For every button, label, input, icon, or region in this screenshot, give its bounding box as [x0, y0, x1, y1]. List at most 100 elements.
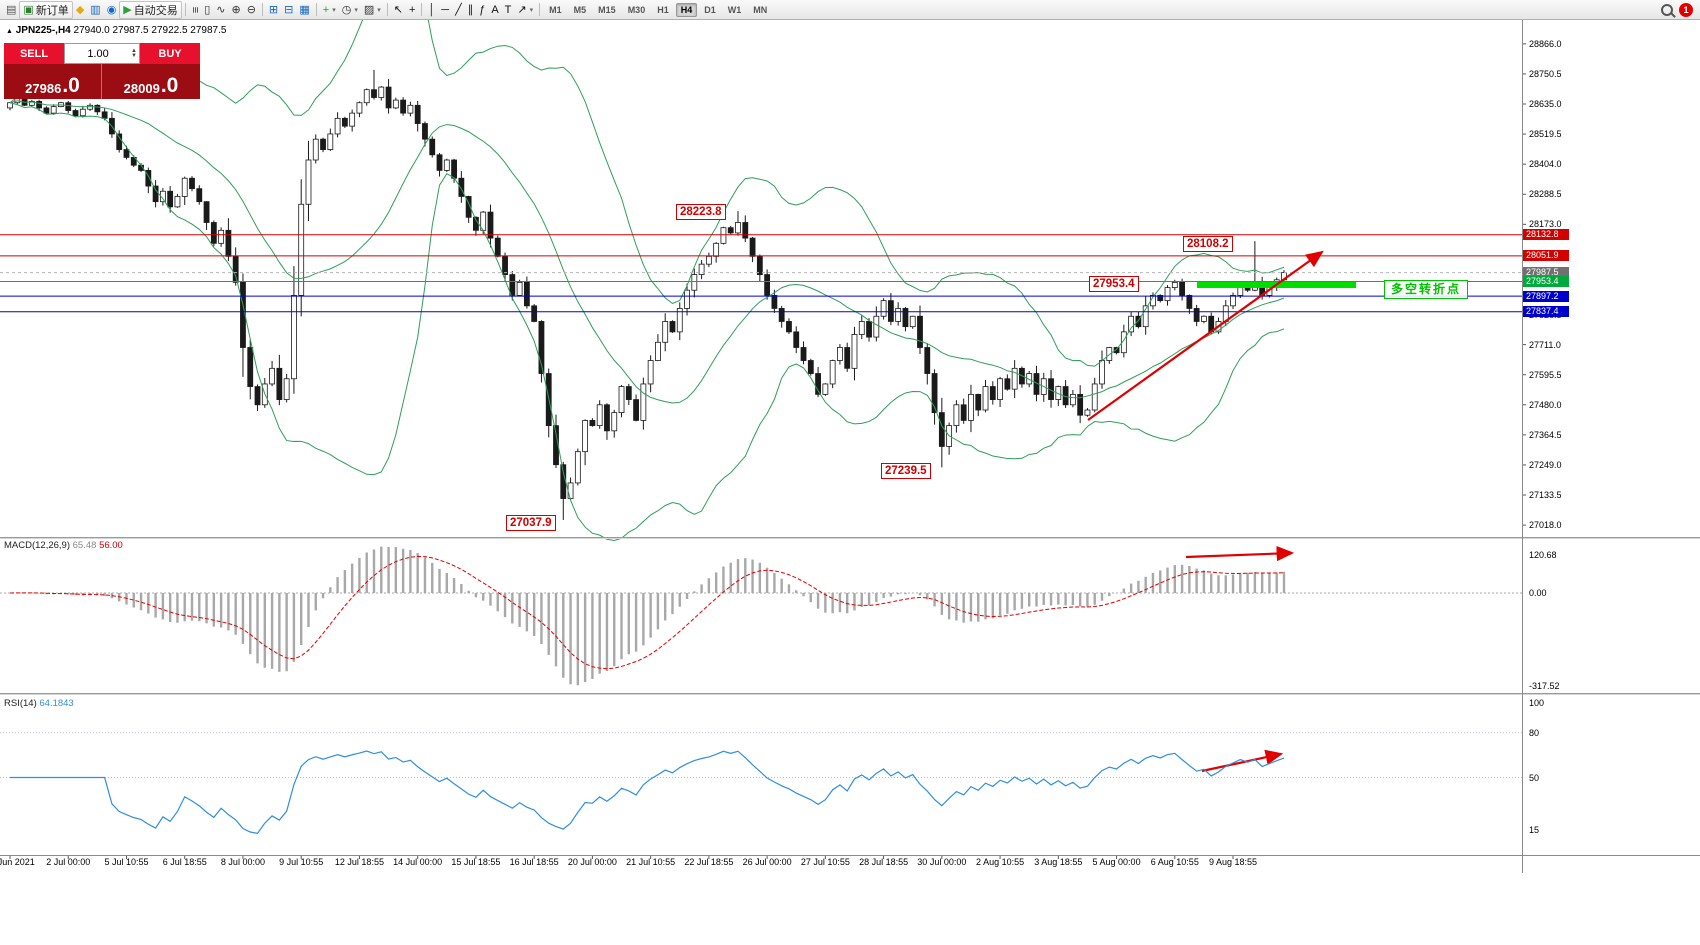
tile-windows-icon[interactable]: ⊞: [266, 2, 281, 18]
notification-badge[interactable]: 1: [1679, 2, 1693, 17]
main-macd-splitter[interactable]: [0, 537, 1700, 539]
cursor-icon: ↖: [393, 3, 403, 16]
new-order-button[interactable]: ▣ 新订单: [19, 0, 73, 19]
ohlc-values: 27940.0 27987.5 27922.5 27987.5: [73, 25, 227, 36]
chevron-down-icon: ▾: [354, 6, 358, 14]
autotrading-button: ▶: [123, 3, 132, 16]
sell-price-main: 27986: [25, 81, 62, 96]
one-click-trading: SELL ▲▼ BUY 27986 .0 28009 .0: [4, 43, 200, 99]
rsi-info: RSI(14) 64.1843: [4, 698, 74, 709]
rsi-value: 64.1843: [39, 698, 74, 709]
macd-info: MACD(12,26,9) 65.48 56.00: [4, 540, 123, 551]
toolbar-separator: [315, 3, 317, 16]
new-order-button-label: 新订单: [35, 4, 69, 17]
fibonacci-icon: ƒ: [479, 3, 486, 16]
timeframe-bar: M1 M5 M15 M30 H1 H4 D1 W1 MN: [543, 2, 773, 17]
chart-window-icon[interactable]: ▤: [3, 2, 19, 18]
arrows-icon[interactable]: ↗ ▾: [514, 2, 536, 18]
fibonacci-icon[interactable]: ƒ: [476, 2, 488, 18]
indicators-icon: +: [322, 3, 330, 16]
volume-stepper[interactable]: ▲ ▼: [131, 47, 137, 59]
mql5-community-icon: ◆: [75, 3, 85, 16]
cursor-icon[interactable]: ↖: [391, 2, 406, 18]
macd-name: MACD(12,26,9): [4, 540, 70, 551]
candlestick-chart-icon: ▯: [204, 3, 211, 16]
crosshair-icon: +: [408, 3, 416, 16]
rsi-name: RSI(14): [4, 698, 37, 709]
timeframe-m15[interactable]: M15: [598, 4, 616, 15]
vertical-line-icon[interactable]: │: [425, 2, 438, 18]
cascade-windows-icon[interactable]: ⊟: [281, 2, 296, 18]
macd-signal-value: 56.00: [99, 540, 123, 551]
indicators-icon[interactable]: + ▾: [320, 2, 339, 18]
templates-icon: ▨: [363, 3, 375, 16]
cascade-windows-icon: ⊟: [284, 3, 294, 16]
zoom-in-icon[interactable]: ⊕: [228, 2, 243, 18]
sell-button[interactable]: SELL: [4, 43, 64, 64]
zoom-out-icon[interactable]: ⊖: [244, 2, 259, 18]
timeframe-mn[interactable]: MN: [753, 4, 768, 15]
periods-icon[interactable]: ◷ ▾: [339, 2, 361, 18]
candlestick-chart-icon[interactable]: ▯: [201, 2, 213, 18]
arrange-windows-icon: ▦: [299, 3, 310, 16]
chart-window-icon: ▤: [6, 3, 17, 16]
arrows-icon: ↗: [517, 3, 527, 16]
toolbar-separator: [261, 3, 263, 16]
buy-price[interactable]: 28009 .0: [102, 64, 200, 99]
timeframe-h1[interactable]: H1: [657, 4, 669, 15]
buy-price-main: 28009: [123, 81, 160, 96]
channel-icon[interactable]: ∥: [465, 2, 477, 18]
periods-icon: ◷: [341, 3, 352, 16]
bars-chart-icon[interactable]: ≡: [189, 2, 201, 18]
signals-icon[interactable]: ◉: [104, 2, 120, 18]
zoom-out-icon: ⊖: [246, 3, 256, 16]
bars-chart-icon: ≡: [188, 6, 201, 13]
channel-icon: ∥: [467, 3, 474, 16]
macd-value: 65.48: [72, 540, 97, 551]
macd-rsi-splitter[interactable]: [0, 693, 1700, 695]
volume-field: ▲▼: [64, 43, 140, 64]
mql5-community-icon[interactable]: ◆: [73, 2, 87, 18]
line-chart-icon: ∿: [216, 3, 226, 16]
tile-windows-icon: ⊞: [268, 3, 279, 16]
timeframe-w1[interactable]: W1: [727, 4, 742, 15]
trendline-icon[interactable]: ╱: [452, 2, 465, 18]
arrange-windows-icon[interactable]: ▦: [296, 2, 312, 18]
timeframe-m30[interactable]: M30: [627, 4, 646, 15]
timeframe-h4[interactable]: H4: [675, 2, 698, 17]
vertical-line-icon: │: [428, 3, 436, 16]
timeframe-d1[interactable]: D1: [704, 4, 716, 15]
symbol-period: JPN225-,H4: [15, 25, 71, 36]
text-icon: A: [491, 3, 499, 16]
sell-price-pips: .0: [62, 74, 80, 98]
line-chart-icon[interactable]: ∿: [213, 2, 228, 18]
timeframe-m5[interactable]: M5: [573, 4, 587, 15]
text-icon[interactable]: A: [488, 2, 501, 18]
market-watch-icon[interactable]: ▥: [87, 2, 103, 18]
toolbar-right: 1: [1661, 2, 1697, 17]
buy-button[interactable]: BUY: [140, 43, 200, 64]
toolbar-separator: [421, 3, 423, 16]
sell-price[interactable]: 27986 .0: [4, 64, 102, 99]
horizontal-line-icon: ─: [441, 3, 450, 16]
chart-ohlc-header: ▲ JPN225-,H4 27940.0 27987.5 27922.5 279…: [6, 25, 226, 36]
horizontal-line-icon[interactable]: ─: [438, 2, 452, 18]
toolbar-separator: [184, 3, 186, 16]
chevron-down-icon: ▾: [332, 6, 336, 14]
autotrading-button[interactable]: ▶ 自动交易: [119, 0, 182, 19]
chevron-down-icon: ▾: [377, 6, 381, 14]
zoom-in-icon: ⊕: [231, 3, 241, 16]
new-order-button: ▣: [23, 3, 34, 16]
label-icon[interactable]: T: [502, 2, 515, 18]
templates-icon[interactable]: ▨ ▾: [361, 2, 384, 18]
search-icon[interactable]: [1661, 3, 1673, 16]
autotrading-button-label: 自动交易: [133, 4, 178, 17]
price-axis-line: [1522, 20, 1523, 873]
label-icon: T: [504, 3, 512, 16]
timeframe-m1[interactable]: M1: [549, 4, 562, 15]
toolbar: ▤ ▣ 新订单 ◆ ▥ ◉ ▶ 自动交易 ≡ ▯ ∿ ⊕ ⊖ ⊞ ⊟ ▦ + ▾ ◷ ▾ ▨ ▾ ↖ + │ ─ ╱ ∥ ƒ A T ↗ ▾ M…: [0, 0, 1700, 20]
volume-input[interactable]: [65, 46, 132, 61]
signals-icon: ◉: [106, 3, 117, 16]
crosshair-icon[interactable]: +: [406, 2, 418, 18]
